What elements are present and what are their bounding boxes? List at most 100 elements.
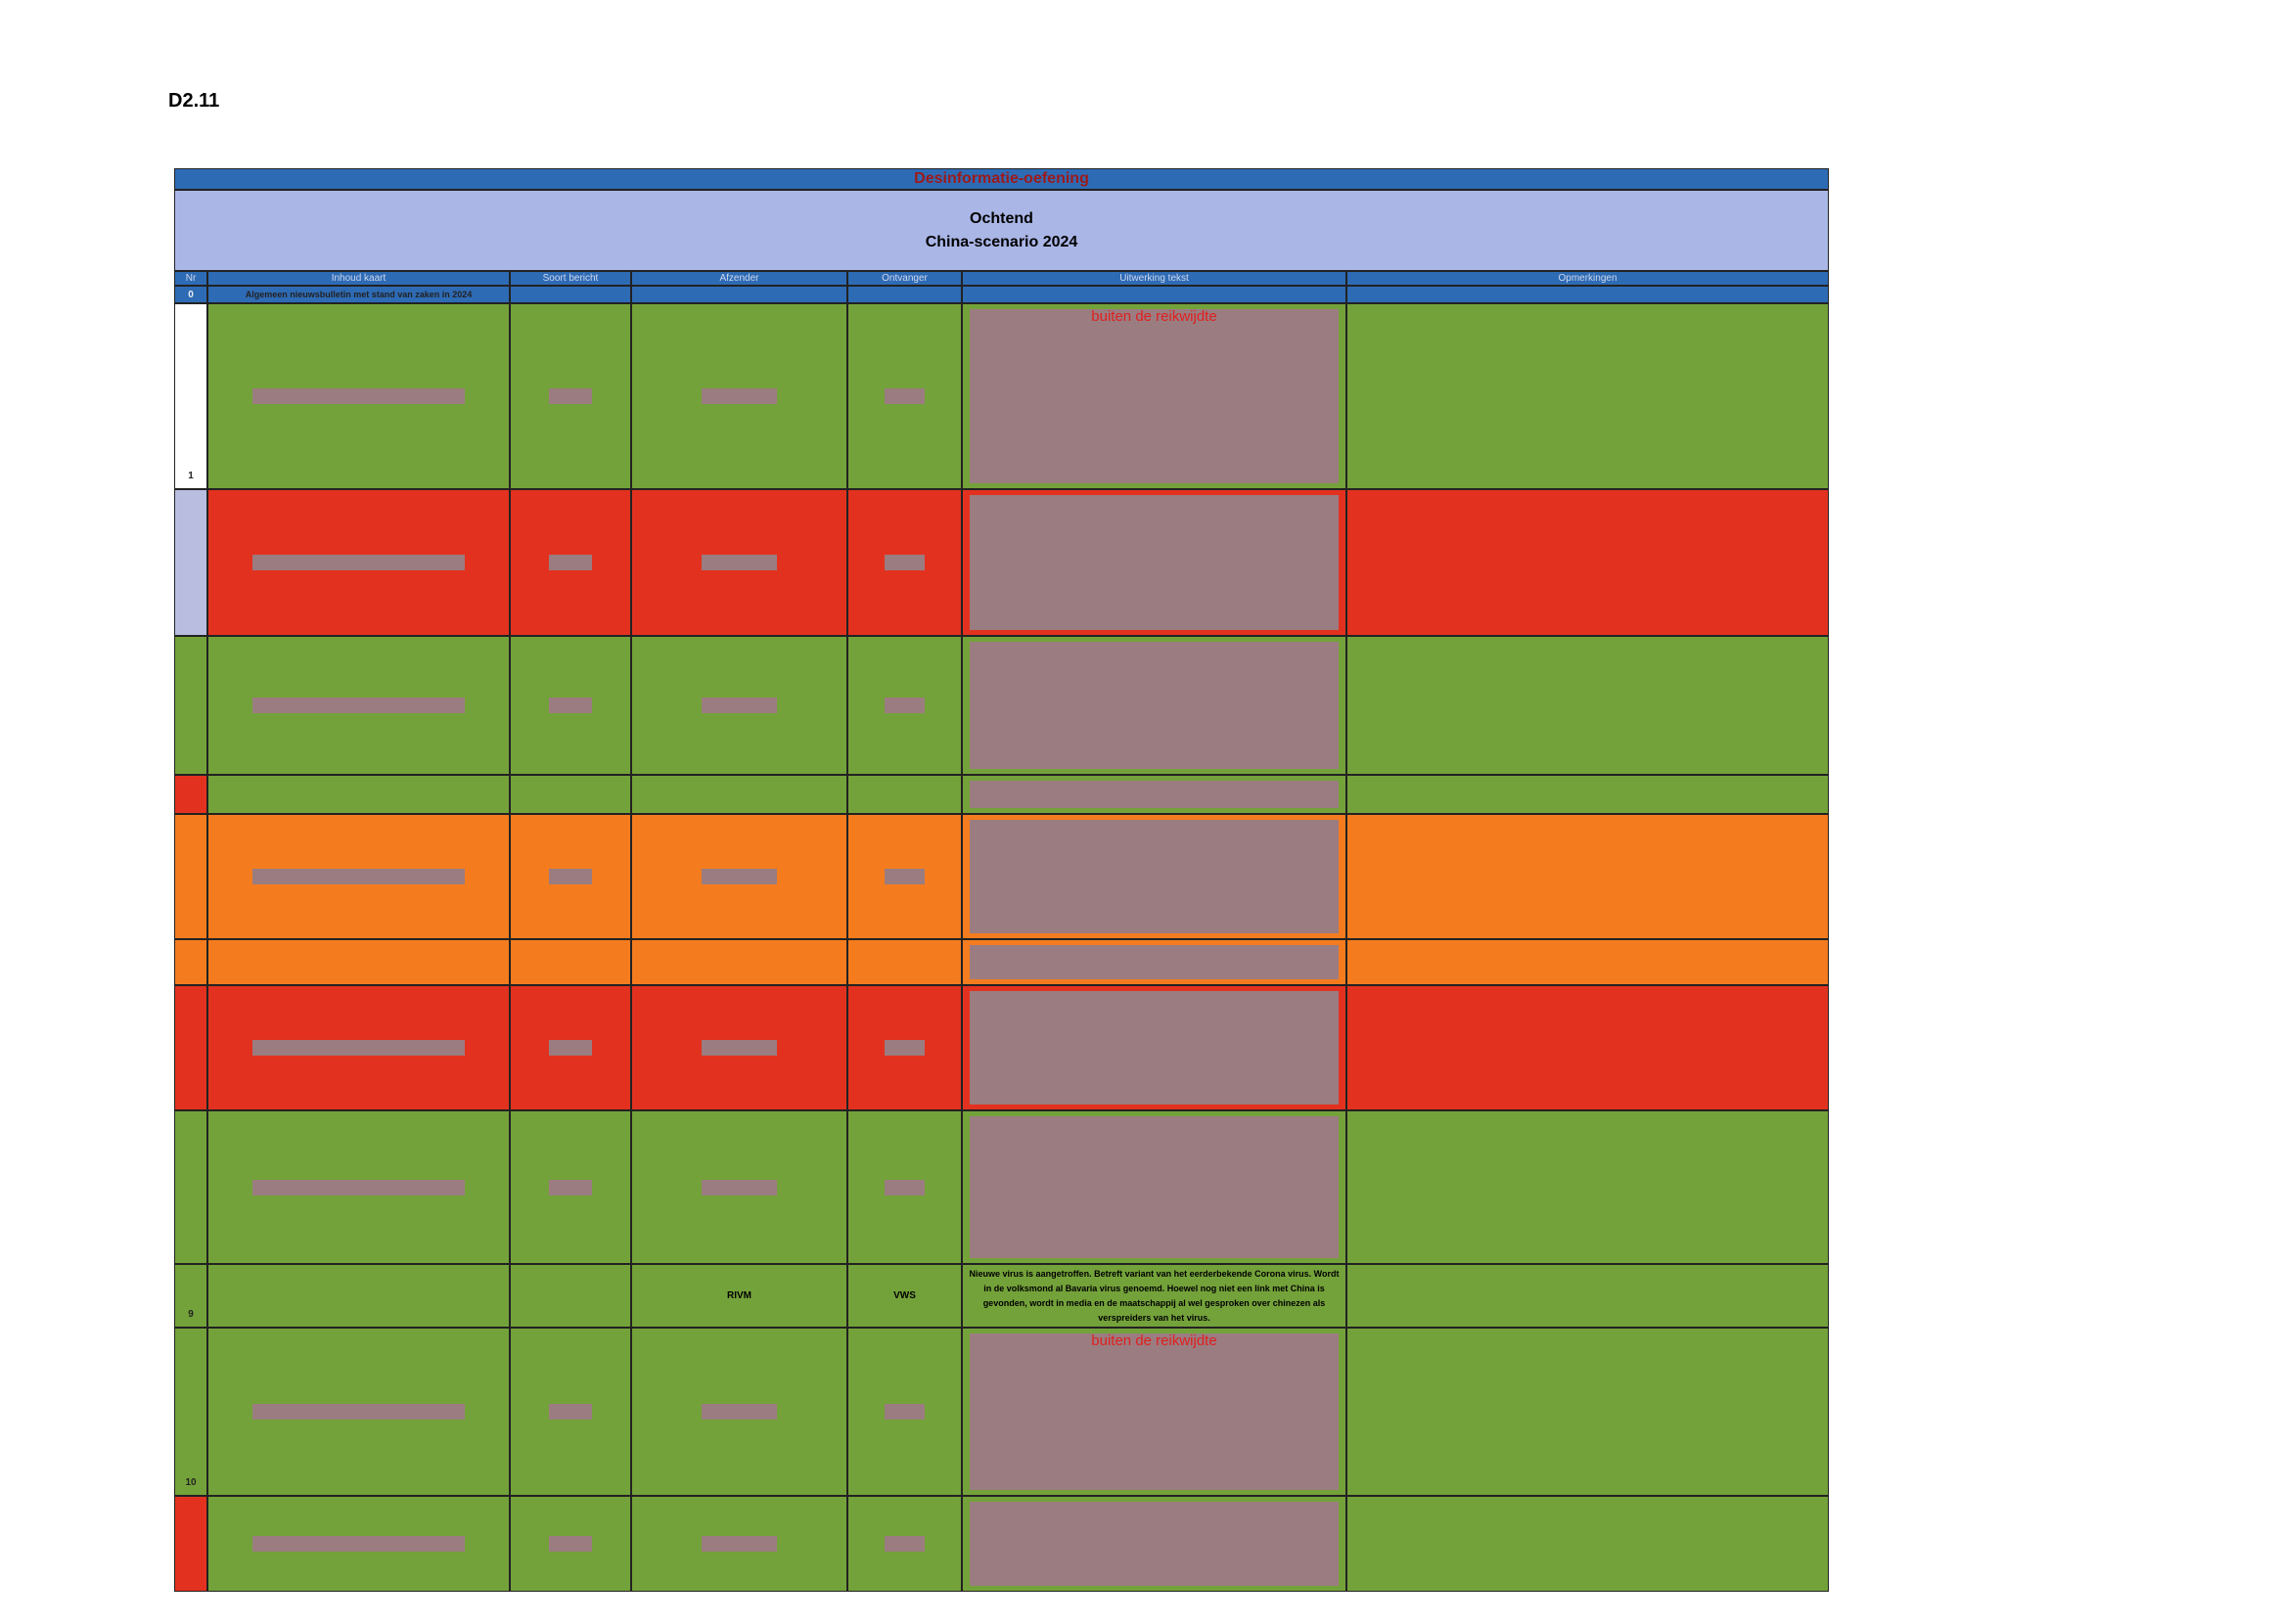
row-number-cell <box>174 489 207 636</box>
table-cell <box>1346 985 1829 1110</box>
redaction <box>252 1536 465 1552</box>
column-header: Nr <box>174 271 207 286</box>
table-cell <box>962 286 1346 303</box>
redaction <box>549 1179 592 1195</box>
redaction <box>885 1404 925 1420</box>
row-number: 1 <box>188 470 194 481</box>
table-cell <box>207 286 510 303</box>
redaction <box>252 1179 465 1195</box>
redaction <box>252 698 465 713</box>
row-number: 9 <box>188 1308 194 1320</box>
table-cell <box>847 286 962 303</box>
scope-note: buiten de reikwijdte <box>1091 307 1217 325</box>
redaction <box>701 698 778 713</box>
table-cell <box>1346 286 1829 303</box>
redaction <box>252 388 465 404</box>
redaction <box>701 1404 778 1420</box>
table-cell <box>1346 636 1829 775</box>
redaction <box>885 698 925 713</box>
redaction <box>970 495 1339 630</box>
row-number-cell <box>174 1264 207 1328</box>
scope-note: buiten de reikwijdte <box>1091 1331 1217 1349</box>
table-title: Desinformatie-oefening <box>174 168 1829 190</box>
redaction <box>549 1536 592 1552</box>
redaction <box>701 1536 778 1552</box>
redaction <box>885 1536 925 1552</box>
row-number-cell <box>174 1110 207 1264</box>
table-cell <box>631 286 847 303</box>
table-cell <box>207 1264 510 1328</box>
table-cell <box>1346 1264 1829 1328</box>
column-header: Afzender <box>631 271 847 286</box>
table-cell <box>510 1110 631 1264</box>
table-cell <box>510 939 631 985</box>
table-cell <box>1346 1328 1829 1496</box>
redaction <box>885 1179 925 1195</box>
row-number-cell <box>174 939 207 985</box>
redaction <box>701 869 778 884</box>
redaction <box>252 869 465 884</box>
row-number-cell <box>174 1496 207 1592</box>
redaction <box>970 820 1339 933</box>
sender: RIVM <box>727 1290 751 1301</box>
table-cell <box>847 939 962 985</box>
table-cell <box>847 775 962 814</box>
redaction <box>549 388 592 404</box>
row-number-cell <box>174 775 207 814</box>
redaction <box>701 555 778 570</box>
receiver: VWS <box>893 1290 916 1301</box>
redaction <box>549 555 592 570</box>
redaction <box>252 1040 465 1056</box>
table-cell <box>1346 1110 1829 1264</box>
redaction <box>970 1116 1339 1258</box>
row-number-cell <box>174 636 207 775</box>
redaction <box>885 388 925 404</box>
table-cell <box>1346 775 1829 814</box>
column-header: Inhoud kaart <box>207 271 510 286</box>
table-cell <box>1346 814 1829 939</box>
redaction <box>970 1333 1339 1490</box>
redaction <box>970 781 1339 808</box>
table-cell <box>1346 1496 1829 1592</box>
redaction <box>970 642 1339 769</box>
redaction <box>970 1502 1339 1586</box>
message-text: Nieuwe virus is aangetroffen. Betreft va… <box>969 1268 1340 1323</box>
document-code: D2.11 <box>168 90 220 112</box>
table-cell <box>631 814 847 939</box>
redaction <box>252 555 465 570</box>
redaction <box>885 555 925 570</box>
table-cell <box>631 775 847 814</box>
table-cell <box>631 939 847 985</box>
row-number: 0 <box>188 289 194 300</box>
table-cell <box>1346 303 1829 489</box>
table-cell <box>847 1264 962 1328</box>
redaction <box>252 1404 465 1420</box>
table-cell <box>510 286 631 303</box>
column-header: Ontvanger <box>847 271 962 286</box>
table-cell <box>1346 489 1829 636</box>
table-cell <box>207 775 510 814</box>
redaction <box>701 388 778 404</box>
redaction <box>970 991 1339 1105</box>
redaction <box>549 1040 592 1056</box>
table-cell <box>207 939 510 985</box>
redaction <box>701 1179 778 1195</box>
row-number-cell <box>174 985 207 1110</box>
table-cell <box>510 1264 631 1328</box>
table-cell <box>631 1264 847 1328</box>
redaction <box>549 869 592 884</box>
column-header: Opmerkingen <box>1346 271 1829 286</box>
subtitle: China-scenario 2024 <box>925 234 1078 250</box>
redaction <box>549 1404 592 1420</box>
table-cell <box>1346 939 1829 985</box>
column-header: Uitwerking tekst <box>962 271 1346 286</box>
redaction <box>701 1040 778 1056</box>
row-number-cell <box>174 303 207 489</box>
redaction <box>970 309 1339 483</box>
redaction <box>885 869 925 884</box>
column-header: Soort bericht <box>510 271 631 286</box>
redaction <box>885 1040 925 1056</box>
content-text: Algemeen nieuwsbulletin met stand van za… <box>245 290 473 299</box>
table-cell <box>962 1264 1346 1328</box>
row-number: 10 <box>185 1476 197 1488</box>
